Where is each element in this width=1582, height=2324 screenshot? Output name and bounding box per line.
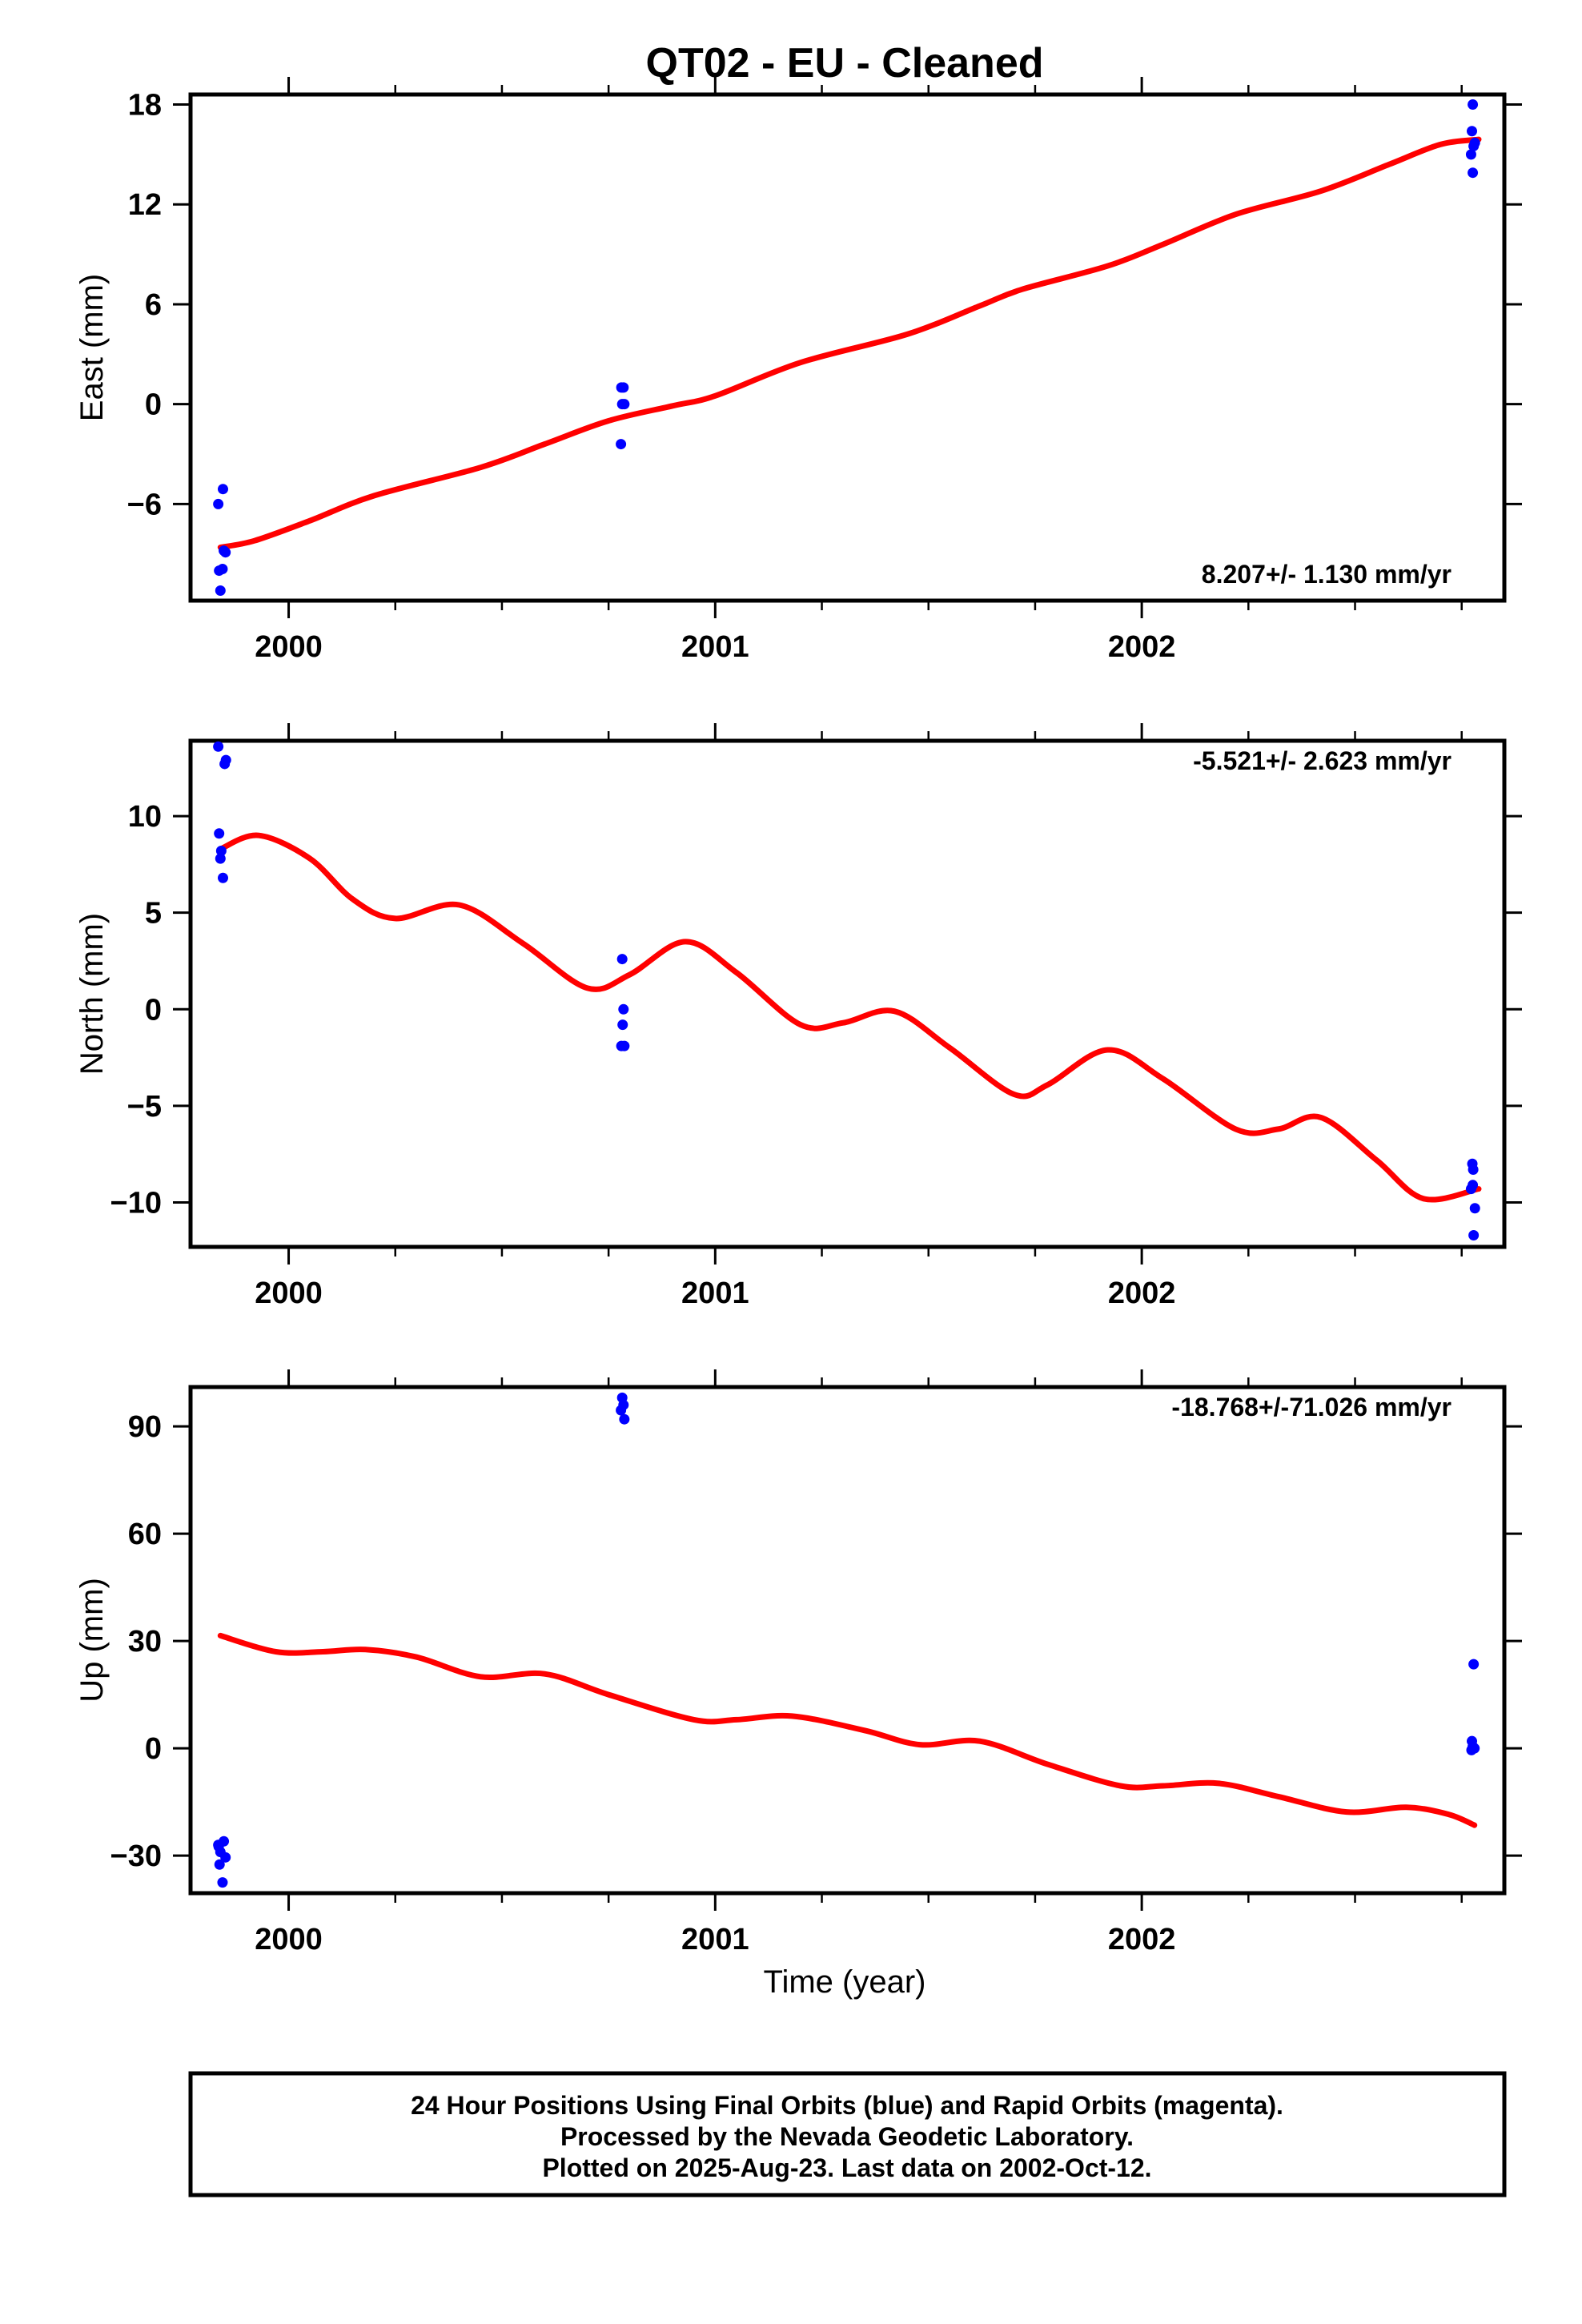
up-rate-label: -18.768+/-71.026 mm/yr [1171, 1393, 1452, 1421]
panels: 2000 2001 2002 −6 0 6 12 18 East (mm) 8.207+/- 1.… [74, 77, 1522, 1956]
up-fit-line [217, 1632, 1478, 1828]
north-x-tick-label: 2001 [681, 1277, 749, 1310]
up-y-tick-label: 90 [128, 1410, 162, 1444]
east-fit-line [217, 136, 1482, 550]
east-y-tick-label: −6 [127, 488, 162, 521]
east-data-point [1469, 137, 1480, 148]
east-data-point [1467, 126, 1478, 137]
footer-box: 24 Hour Positions Using Final Orbits (bl… [188, 2071, 1507, 2197]
north-data-point [1469, 1203, 1480, 1214]
east-data-point [618, 382, 629, 393]
north-data-point [618, 1003, 629, 1015]
east-y-axis-label: East (mm) [74, 274, 110, 421]
north-data-point [1468, 1230, 1480, 1241]
north-plot-frame [188, 738, 1507, 1249]
north-y-axis-label: North (mm) [74, 913, 110, 1075]
north-x-tick-label: 2000 [255, 1277, 323, 1310]
east-x-tick-label: 2002 [1108, 630, 1176, 664]
north-data-point [220, 754, 231, 766]
north-data-point [1468, 1180, 1479, 1191]
north-x-tick-label: 2002 [1108, 1277, 1176, 1310]
footer-line-3: Plotted on 2025-Aug-23. Last data on 200… [542, 2153, 1151, 2182]
north-data-point [619, 1040, 630, 1051]
footer-line-2: Processed by the Nevada Geodetic Laborat… [560, 2122, 1134, 2151]
panel-east: 2000 2001 2002 −6 0 6 12 18 East (mm) 8.207+/- 1.… [74, 77, 1522, 664]
east-data-point [217, 564, 228, 574]
north-data-point [617, 1019, 628, 1031]
east-data-point [616, 439, 627, 450]
up-y-tick-label: 0 [145, 1732, 162, 1766]
up-data-point [213, 1839, 224, 1851]
up-y-tick-label: 60 [128, 1518, 162, 1551]
up-x-tick-label: 2000 [255, 1923, 323, 1956]
east-plot-frame [188, 92, 1507, 603]
up-x-tick-label: 2002 [1108, 1923, 1176, 1956]
east-data-point [215, 585, 226, 597]
east-x-tick-label: 2000 [255, 630, 323, 664]
east-y-tick-label: 12 [128, 188, 162, 222]
footer-line-1: 24 Hour Positions Using Final Orbits (bl… [411, 2091, 1283, 2120]
chart-title: QT02 - EU - Cleaned [646, 40, 1044, 86]
up-data-point [220, 1852, 231, 1863]
east-x-tick-label: 2001 [681, 630, 749, 664]
east-y-tick-label: 18 [128, 88, 162, 122]
up-y-tick-label: −30 [110, 1839, 162, 1873]
east-data-point [619, 399, 630, 410]
footer-frame [188, 2071, 1507, 2197]
north-y-tick-label: 10 [128, 800, 162, 834]
north-fit-line [217, 832, 1482, 1203]
east-data-point [217, 484, 228, 495]
north-y-tick-label: −10 [110, 1187, 162, 1220]
up-data-point [616, 1405, 627, 1416]
up-y-tick-label: 30 [128, 1625, 162, 1659]
east-y-tick-label: 6 [145, 288, 162, 322]
east-data-point [220, 547, 231, 558]
north-plot-area [213, 741, 1482, 1241]
north-data-point [214, 828, 225, 839]
up-y-axis-label: Up (mm) [74, 1578, 110, 1703]
up-data-point [619, 1413, 630, 1425]
up-plot-area [213, 1392, 1480, 1888]
north-y-tick-label: 0 [145, 993, 162, 1027]
up-data-point [214, 1859, 225, 1870]
up-x-tick-label: 2001 [681, 1923, 749, 1956]
east-data-point [1468, 99, 1479, 110]
north-data-point [215, 853, 226, 864]
east-data-point [1468, 167, 1479, 179]
east-rate-label: 8.207+/- 1.130 mm/yr [1202, 560, 1452, 589]
east-data-point [213, 498, 224, 509]
north-data-point [1468, 1164, 1479, 1176]
north-data-point [215, 845, 227, 856]
up-data-point [1468, 1659, 1480, 1670]
north-data-point [616, 954, 628, 965]
north-data-point [213, 741, 224, 752]
panel-north: 2000 2001 2002 −10 −5 0 5 10 North (mm) -5.521+/-… [74, 723, 1522, 1310]
up-plot-frame [188, 1385, 1507, 1896]
east-plot-area [213, 99, 1482, 597]
east-y-tick-label: 0 [145, 388, 162, 422]
up-data-point [217, 1877, 228, 1888]
north-data-point [217, 872, 228, 883]
north-y-tick-label: −5 [127, 1090, 162, 1124]
x-axis-label: Time (year) [764, 1964, 926, 2000]
up-data-point [1466, 1744, 1477, 1755]
north-rate-label: -5.521+/- 2.623 mm/yr [1193, 746, 1452, 775]
north-y-tick-label: 5 [145, 897, 162, 931]
east-data-point [1465, 149, 1476, 160]
panel-up: 2000 2001 2002 −30 0 30 60 90 Up (mm) -18.768+/-7… [74, 1369, 1522, 1956]
